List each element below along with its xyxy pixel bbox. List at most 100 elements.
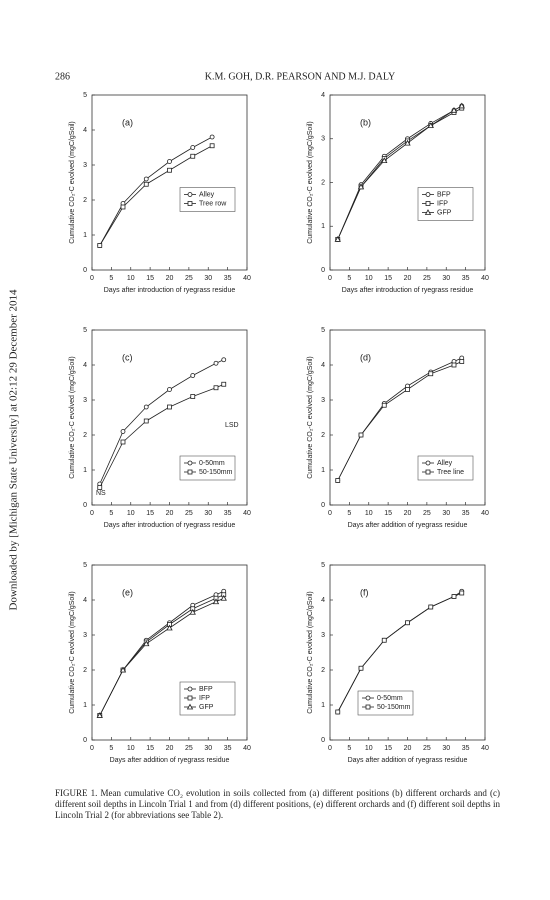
legend-label: 50-150mm [377,704,411,711]
point [190,373,196,378]
point [451,594,457,599]
x-tick-label: 40 [481,745,489,752]
x-tick-label: 15 [384,275,392,282]
point [97,243,103,248]
x-tick-label: 35 [462,275,470,282]
y-tick-label: 0 [321,502,325,509]
y-tick-label: 1 [321,467,325,474]
panel-label: (a) [122,117,133,127]
plot-frame [329,94,486,271]
x-tick-label: 20 [404,275,412,282]
y-axis-label: Cumulative CO₂-C evolved (mgC/gSoil) [307,121,314,244]
legend-label: 0-50mm [199,460,225,467]
x-tick-label: 40 [243,510,251,517]
legend-label: BFP [199,686,213,693]
x-tick-label: 15 [384,745,392,752]
point [405,387,410,392]
page-number: 286 [55,71,70,82]
y-tick-label: 3 [83,162,87,169]
panel-label: (f) [360,587,369,597]
y-tick-label: 0 [83,737,87,744]
legend-marker [365,704,371,710]
x-tick-label: 30 [204,275,212,282]
x-tick-label: 30 [204,745,212,752]
legend-marker [424,209,432,215]
y-tick-label: 4 [321,362,325,369]
x-tick-label: 40 [243,745,251,752]
point [459,359,465,364]
y-axis-label: Cumulative CO₂-C evolved (mgC/gSoil) [69,356,76,479]
x-tick-label: 25 [423,510,431,517]
point [450,106,458,113]
y-axis-label: Cumulative CO₂-C evolved (mgC/gSoil) [307,356,314,479]
point [166,624,173,631]
y-tick-label: 3 [83,632,87,639]
x-tick-label: 20 [404,510,412,517]
point [143,176,149,182]
legend-marker [425,469,431,475]
x-tick-label: 10 [127,745,135,752]
x-tick-label: 40 [243,275,251,282]
y-tick-label: 5 [83,327,87,334]
annotation: LSD [225,422,239,429]
legend-marker [425,201,431,206]
point [428,371,434,377]
y-tick-label: 4 [321,92,325,99]
point [221,381,227,387]
x-tick-label: 30 [442,745,450,752]
legend-label: IFP [437,200,448,207]
x-tick-label: 35 [224,275,232,282]
legend-label: IFP [199,695,210,702]
y-tick-label: 2 [321,667,325,674]
point [381,402,387,408]
x-tick-label: 10 [365,745,373,752]
x-tick-label: 25 [185,745,193,752]
y-tick-label: 2 [321,432,325,439]
x-axis-label: Days after introduction of ryegrass resi… [104,522,236,529]
figure-caption: FIGURE 1. Mean cumulative CO₂ evolution … [55,788,500,820]
download-note: Downloaded by [Michigan State University… [8,289,20,611]
annotation: NS [96,490,106,497]
x-tick-label: 0 [328,510,332,517]
x-tick-label: 0 [328,275,332,282]
plot-frame [91,94,248,271]
point [358,665,364,671]
legend-label: Alley [437,460,453,467]
x-tick-label: 35 [462,510,470,517]
y-tick-label: 4 [83,597,87,604]
y-tick-label: 5 [321,327,325,334]
y-tick-label: 0 [321,267,325,274]
point [167,167,172,173]
point [335,478,341,483]
y-tick-label: 4 [83,127,87,134]
x-tick-label: 10 [365,510,373,517]
y-tick-label: 2 [83,197,87,204]
x-tick-label: 35 [224,510,232,517]
point [143,181,149,187]
x-tick-label: 35 [462,745,470,752]
legend-marker [187,469,193,475]
legend-box [179,455,236,481]
point [220,594,227,601]
y-tick-label: 1 [321,702,325,709]
series-line [99,136,213,246]
y-axis-label: Cumulative CO₂-C evolved (mgC/gSoil) [69,121,76,244]
y-tick-label: 1 [83,467,87,474]
legend-label: Alley [199,191,215,198]
y-tick-label: 3 [321,632,325,639]
point [459,590,465,596]
x-tick-label: 25 [185,510,193,517]
point [120,439,126,445]
x-tick-label: 25 [423,275,431,282]
point [213,385,219,391]
point [190,394,196,399]
legend-marker [187,201,193,206]
point [143,404,149,410]
point [358,432,364,438]
y-tick-label: 4 [321,597,325,604]
point [381,637,387,643]
y-tick-label: 4 [83,362,87,369]
x-tick-label: 30 [204,510,212,517]
point [405,620,410,626]
